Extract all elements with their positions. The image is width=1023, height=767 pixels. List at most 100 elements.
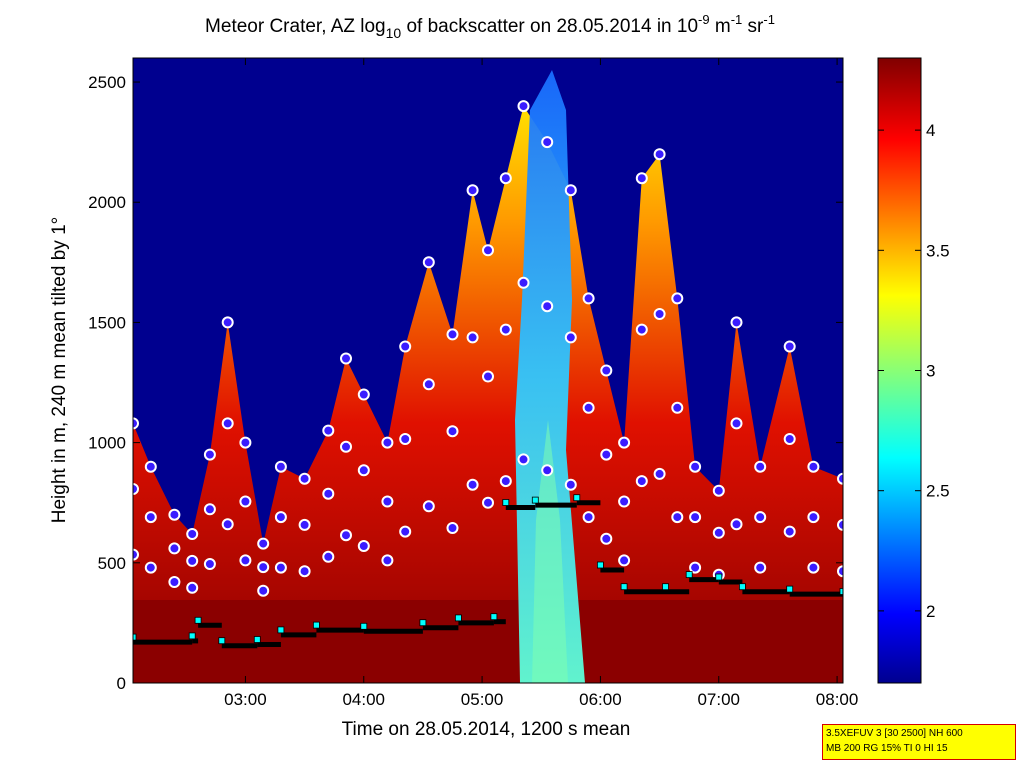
cloud-top-point	[671, 511, 684, 524]
cloud-top-point	[298, 565, 311, 578]
cloud-top-point	[600, 364, 613, 377]
cloud-top-markers	[133, 100, 843, 597]
cloud-top-point	[203, 558, 216, 570]
cloud-top-point	[730, 316, 743, 329]
cloud-top-point	[168, 508, 181, 521]
cloud-top-point	[186, 528, 199, 540]
cloud-top-point	[689, 460, 702, 473]
x-tick-label: 04:00	[342, 690, 385, 709]
cloud-top-point	[807, 561, 820, 574]
cloud-top-point	[754, 511, 767, 524]
cloud-top-point	[499, 172, 512, 185]
cloud-top-point	[274, 460, 287, 473]
cloud-top-point	[730, 417, 743, 430]
cloud-top-point	[322, 424, 335, 437]
cloud-top-point	[466, 331, 479, 344]
cloud-top-point	[357, 540, 370, 552]
cloud-top-point	[274, 511, 287, 524]
colorbar-tick-label: 3.5	[926, 241, 950, 260]
cloud-top-point	[653, 308, 666, 320]
cloud-top-point	[582, 292, 595, 305]
cloud-top-point	[446, 522, 459, 534]
mixing-layer-point	[490, 613, 498, 621]
mixing-layer-point	[253, 636, 261, 643]
mixing-layer-point	[419, 619, 427, 627]
cloud-top-point	[340, 529, 352, 542]
cloud-top-point	[239, 436, 252, 449]
mixing-layer-point	[194, 616, 202, 624]
cloud-top-point	[635, 475, 648, 488]
cloud-top-point	[168, 542, 181, 555]
cloud-top-point	[133, 548, 139, 561]
cloud-top-point	[446, 328, 459, 341]
cloud-top-point	[381, 495, 394, 508]
plume-core	[532, 420, 568, 683]
backscatter-cloud-field	[133, 106, 843, 683]
cloud-top-point	[783, 433, 796, 445]
cloud-top-point	[340, 352, 352, 365]
cloud-top-point	[807, 460, 820, 473]
mixing-layer-point	[218, 637, 226, 645]
cloud-top-point	[168, 576, 181, 588]
cloud-top-point	[298, 518, 311, 531]
cloud-top-point	[257, 584, 270, 597]
cloud-top-point	[144, 561, 157, 574]
cloud-top-point	[144, 511, 157, 524]
x-axis: 03:00 04:00 05:00 06:00 07:00 08:00	[224, 58, 858, 709]
cloud-top-point	[381, 554, 394, 567]
colorbar-tick-label: 2	[926, 602, 935, 621]
cloud-top-point	[689, 561, 702, 574]
colorbar-gradient	[877, 57, 922, 684]
cloud-top-point	[322, 550, 335, 563]
cloud-top-point	[499, 323, 512, 336]
cloud-top-point	[144, 460, 157, 473]
cloud-top-point	[466, 184, 479, 197]
colorbar-tick-label: 3	[926, 362, 935, 381]
mixing-layer-point	[502, 499, 510, 506]
cloud-top-point	[381, 436, 394, 449]
cloud-top-point	[564, 331, 577, 344]
cloud-top-point	[257, 537, 270, 550]
mixing-layer-point	[839, 588, 843, 595]
cloud-top-point	[357, 464, 370, 477]
plot-frame	[132, 57, 844, 684]
y-tick-label: 1500	[88, 313, 126, 332]
cloud-top-point	[618, 554, 631, 567]
mixing-layer-point	[454, 614, 462, 622]
cloud-top-point	[133, 483, 139, 495]
cloud-top-point	[635, 172, 648, 185]
cloud-top-point	[600, 532, 613, 545]
colorbar-tick-label: 4	[926, 121, 935, 140]
cloud-top-point	[600, 448, 613, 461]
cloud-top-point	[257, 561, 270, 574]
colorbar: 2 2.5 3 3.5 4	[877, 57, 950, 684]
mixing-layer-point	[597, 561, 604, 569]
cloud-top-point	[203, 448, 216, 461]
x-tick-label: 08:00	[816, 690, 859, 709]
mixing-layer-point	[662, 583, 669, 591]
mixing-layer-point	[685, 571, 693, 578]
colorbar-tick-label: 2.5	[926, 482, 950, 501]
cloud-top-point	[340, 440, 352, 453]
cloud-top-point	[221, 518, 234, 531]
y-tick-label: 2500	[88, 73, 126, 92]
mixing-layer-point	[277, 626, 285, 634]
cloud-top-point	[357, 388, 370, 401]
x-tick-label: 03:00	[224, 690, 267, 709]
x-tick-label: 05:00	[461, 690, 504, 709]
cloud-top-point	[671, 292, 684, 305]
mixing-layer-point	[188, 632, 196, 640]
cloud-top-point	[712, 526, 725, 539]
y-tick-label: 500	[98, 554, 126, 573]
cloud-top-point	[582, 401, 595, 414]
cloud-top-point	[807, 511, 820, 524]
cloud-top-point	[466, 478, 479, 491]
mixing-layer-point	[573, 494, 581, 502]
mixing-layer-point	[739, 583, 746, 591]
cloud-top-point	[618, 495, 631, 508]
cloud-top-point	[133, 417, 139, 430]
y-tick-label: 0	[117, 674, 126, 693]
cloud-top-point	[730, 518, 743, 531]
cloud-top-point	[482, 496, 494, 509]
cloud-top-point	[186, 554, 199, 567]
